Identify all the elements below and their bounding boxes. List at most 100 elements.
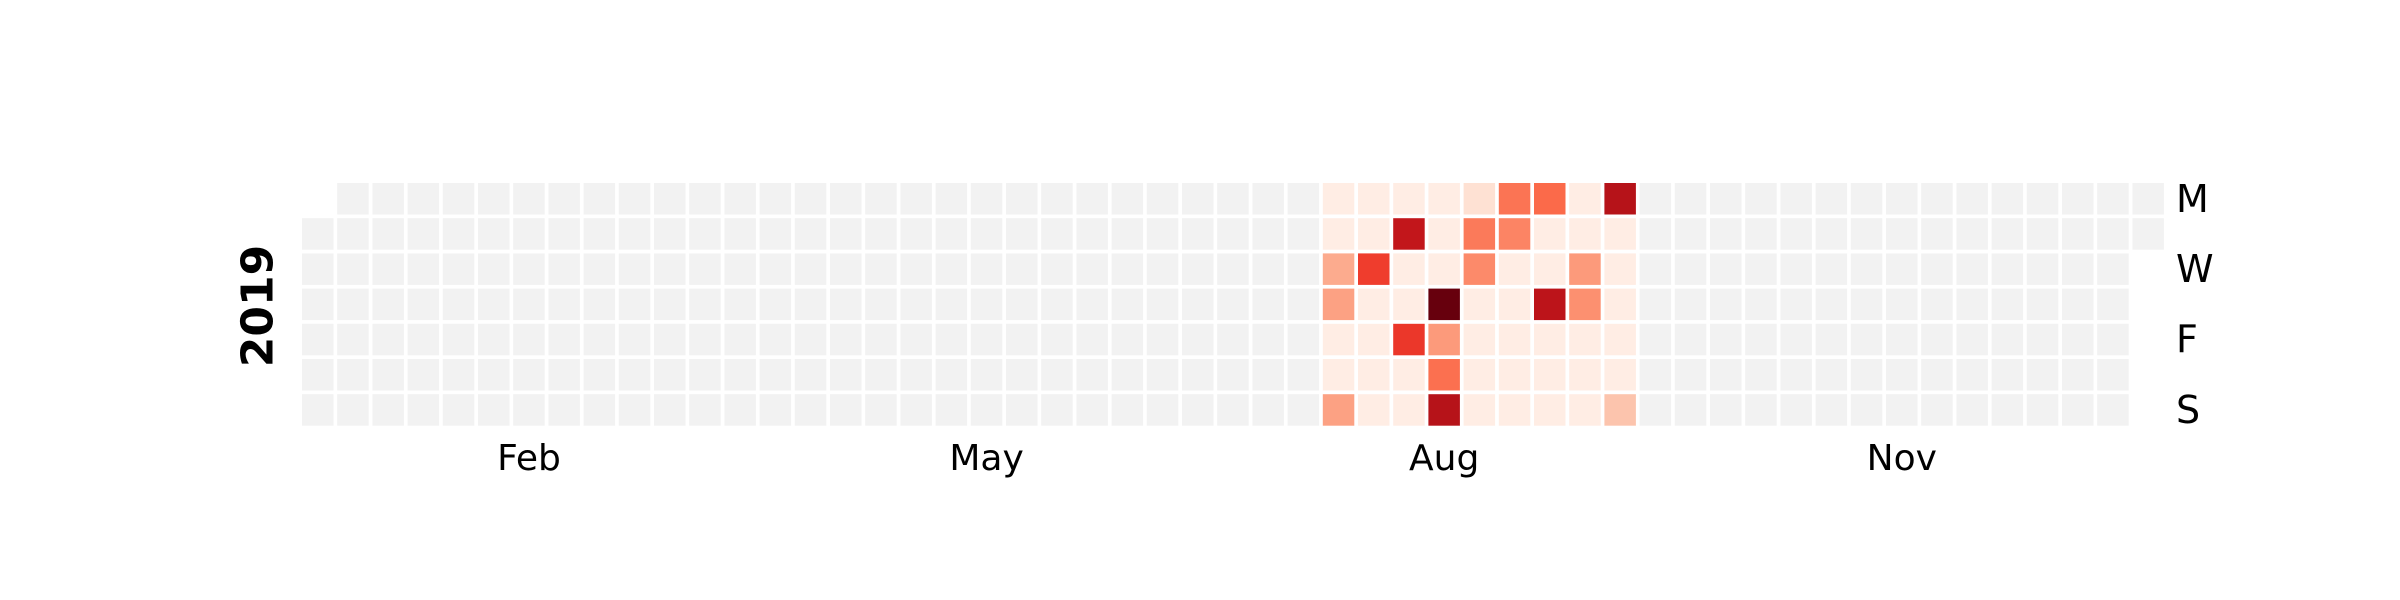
day-cell (1710, 253, 1742, 285)
day-cell (1956, 183, 1988, 215)
day-cell (1111, 253, 1144, 285)
day-cell (830, 183, 862, 215)
day-cell (478, 253, 510, 285)
day-cell (1428, 394, 1460, 426)
day-cell (1111, 323, 1144, 356)
day-cell (1639, 253, 1672, 285)
day-cell (1815, 218, 1848, 250)
weekday-label-m: M (2176, 177, 2209, 221)
day-cell (583, 359, 616, 391)
day-cell (794, 288, 827, 321)
day-cell (1076, 394, 1108, 426)
day-cell (759, 288, 792, 321)
day-cell (900, 359, 932, 391)
day-cell (1463, 394, 1496, 426)
day-cell (689, 183, 721, 215)
day-cell (478, 359, 510, 391)
day-cell (689, 253, 721, 285)
day-cell (442, 288, 475, 321)
day-cell (794, 253, 827, 285)
day-cell (1498, 359, 1531, 391)
day-cell (1041, 288, 1073, 321)
day-cell (970, 288, 1003, 321)
day-cell (1217, 323, 1249, 356)
day-cell (1463, 359, 1496, 391)
day-cell (1006, 394, 1038, 426)
day-cell (759, 359, 792, 391)
day-cell (1182, 359, 1214, 391)
day-cell (1710, 218, 1742, 250)
day-cell (935, 394, 968, 426)
day-cell (1322, 394, 1355, 426)
day-cell (1146, 394, 1179, 426)
day-cell (1217, 288, 1249, 321)
day-cell (2062, 359, 2094, 391)
day-cell (970, 394, 1003, 426)
day-cell (830, 288, 862, 321)
day-cell (2026, 323, 2059, 356)
day-cell (1252, 253, 1284, 285)
day-cell (1991, 218, 2024, 250)
day-cell (302, 394, 334, 426)
day-cell (1956, 253, 1988, 285)
day-cell (654, 253, 686, 285)
day-cell (1428, 218, 1460, 250)
day-cell (1886, 183, 1918, 215)
day-cell (583, 253, 616, 285)
day-cell (1921, 183, 1953, 215)
day-cell (618, 253, 651, 285)
day-cell (1780, 359, 1812, 391)
day-cell (1956, 323, 1988, 356)
day-cell (1886, 218, 1918, 250)
day-cell (1886, 323, 1918, 356)
day-cell (1076, 288, 1108, 321)
day-cell (1358, 323, 1390, 356)
day-cell (513, 253, 545, 285)
day-cell (372, 253, 404, 285)
day-cell (478, 288, 510, 321)
day-cell (1815, 183, 1848, 215)
day-cell (1639, 323, 1672, 356)
day-cell (724, 394, 756, 426)
day-cell (1358, 288, 1390, 321)
day-cell (1745, 394, 1777, 426)
day-cell (1428, 183, 1460, 215)
day-cell (548, 288, 580, 321)
day-cell (1569, 218, 1601, 250)
day-cell (1815, 323, 1848, 356)
day-cell (1287, 183, 1320, 215)
day-cell (1252, 288, 1284, 321)
day-cell (1850, 183, 1883, 215)
day-cell (1886, 359, 1918, 391)
day-cell (1780, 323, 1812, 356)
day-cell (724, 359, 756, 391)
day-cell (865, 253, 897, 285)
day-cell (583, 218, 616, 250)
day-cell (1182, 218, 1214, 250)
day-cell (865, 183, 897, 215)
day-cell (1358, 218, 1390, 250)
day-cell (1041, 394, 1073, 426)
day-cell (830, 394, 862, 426)
day-cell (1322, 218, 1355, 250)
month-labels: Feb May Aug Nov (497, 438, 1937, 479)
day-cell (302, 253, 334, 285)
day-cell (1745, 323, 1777, 356)
day-cell (1463, 183, 1496, 215)
day-cell (513, 359, 545, 391)
day-cell (1921, 253, 1953, 285)
day-cell (1991, 323, 2024, 356)
day-cell (1921, 288, 1953, 321)
day-cell (2062, 218, 2094, 250)
day-cell (900, 183, 932, 215)
day-cell (1287, 253, 1320, 285)
heatmap-cells (302, 183, 2164, 426)
day-cell (935, 359, 968, 391)
day-cell (724, 323, 756, 356)
day-cell (654, 183, 686, 215)
day-cell (1991, 183, 2024, 215)
day-cell (1674, 359, 1707, 391)
day-cell (900, 323, 932, 356)
month-label-aug: Aug (1409, 438, 1479, 479)
